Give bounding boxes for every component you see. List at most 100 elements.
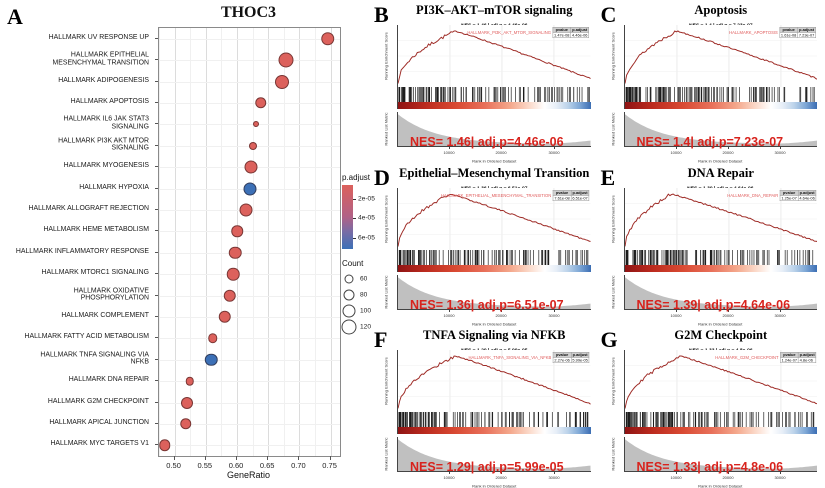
stats-header: p.adjust xyxy=(797,189,816,196)
gridline xyxy=(159,231,340,233)
gene-set-row: HALLMARK_EPITHELIAL_MESENCHYMAL_TRANSITI… xyxy=(441,189,590,201)
pathway-label: HALLMARK DNA REPAIR xyxy=(68,376,149,384)
gsea-panel-f: F TNFA Signaling via NFKB NES = 1.29 | adj… xyxy=(372,325,599,488)
panel-a-letter: A xyxy=(7,4,23,29)
legend-count-item: 60 xyxy=(342,271,376,287)
pathway-dot xyxy=(158,439,171,452)
gridline xyxy=(237,28,238,456)
enrichment-score-facet: Running Enrichment Score HALLMARK_EPITHEL… xyxy=(384,187,591,250)
stats-value: 4.8e-06 xyxy=(797,357,816,364)
x-tick xyxy=(727,147,729,149)
gene-set-row: HALLMARK_TNFA_SIGNALING_VIA_NFKB pvalue p.… xyxy=(469,352,590,364)
gene-hits-rug xyxy=(397,412,591,428)
x-tick-label: 10000 xyxy=(670,475,682,481)
gsea-x-ticks: 10000 20000 30000 xyxy=(624,309,818,318)
pathway-label: HALLMARK PI3K AKT MTOR SIGNALING xyxy=(58,136,149,152)
gene-set-row: HALLMARK_PI3K_AKT_MTOR_SIGNALING pvalue p.… xyxy=(468,27,590,38)
gsea-x-axis-label: Rank in Ordered Dataset xyxy=(624,478,818,488)
gene-hits-ticks xyxy=(398,249,589,265)
pathway-dot xyxy=(278,52,294,68)
y-tick xyxy=(155,123,158,125)
y-tick xyxy=(155,422,158,424)
y-axis-label-bottom: Ranked List Metric xyxy=(383,275,389,309)
gridline xyxy=(159,359,340,361)
gene-hits-rug xyxy=(623,412,818,428)
x-tick-label: 20000 xyxy=(722,312,734,318)
pathway-dot xyxy=(223,289,236,302)
legend-padjust-gradient: 2e-05 4e-05 6e-05 xyxy=(342,185,376,249)
gene-hits-ticks xyxy=(625,249,813,265)
x-tick xyxy=(501,309,503,312)
legend-tick xyxy=(353,237,356,239)
gsea-title: PI3K–AKT–mTOR signaling xyxy=(416,3,573,17)
stats-header: p.adjust xyxy=(797,27,816,33)
gsea-subtitle-text: NES = 1.33 | adj.p = 4.8e-06 xyxy=(688,347,753,353)
x-tick xyxy=(727,309,729,312)
gene-set-label: HALLMARK_PI3K_AKT_MTOR_SIGNALING xyxy=(467,30,552,35)
rank-color-bar xyxy=(623,264,817,272)
gsea-title: Epithelial–Mesenchymal Transition xyxy=(399,165,590,180)
gsea-subtitle: NES = 1.39 | adj.p = 4.64e-06 xyxy=(621,180,822,191)
x-tick xyxy=(267,456,269,460)
legend-count-value: 120 xyxy=(360,323,372,331)
y-axis-label-top: Running Enrichment Score xyxy=(610,194,615,243)
padjust-colorbar xyxy=(342,185,353,249)
nes-caption: NES= 1.29| adj.p=5.99e-05 xyxy=(410,460,564,475)
y-tick xyxy=(155,337,158,339)
stats-value: 7.61e-08 xyxy=(552,194,572,201)
legend-padjust-title: p.adjust xyxy=(342,173,371,182)
gsea-subtitle-text: NES = 1.39 | adj.p = 4.64e-06 xyxy=(687,184,754,191)
legend-count-value: 100 xyxy=(360,307,372,315)
pathway-dot xyxy=(239,203,253,217)
legend-count-circle xyxy=(343,289,355,301)
x-tick xyxy=(449,472,451,475)
pathway-dot xyxy=(254,97,267,109)
gene-hits-ticks xyxy=(625,412,814,428)
y-axis-label-top: Running Enrichment Score xyxy=(610,32,615,80)
y-tick xyxy=(155,230,158,232)
gene-set-label: HALLMARK_G2M_CHECKPOINT xyxy=(715,355,779,361)
x-tick xyxy=(501,147,503,149)
legend-count-circle xyxy=(344,274,354,284)
panel-a-title: THOC3 xyxy=(220,4,277,21)
legend-count-items: 60 80 100 120 xyxy=(341,271,376,335)
y-tick xyxy=(155,37,158,39)
x-tick xyxy=(553,472,555,475)
ranked-metric-facet: Ranked List Metric NES= 1.33| adj.p=4.8e-… xyxy=(610,437,817,474)
gsea-plot-area: Running Enrichment Score HALLMARK_APOPTOS… xyxy=(610,25,817,149)
y-tick xyxy=(155,380,158,382)
x-tick xyxy=(173,456,175,460)
legend-padjust-value: 4e-05 xyxy=(358,214,375,222)
x-tick-label: 20000 xyxy=(722,150,734,155)
pathway-dot xyxy=(248,141,257,150)
pathway-dot xyxy=(228,246,242,259)
gene-hits-rug xyxy=(623,249,818,265)
gridline xyxy=(299,28,301,456)
pathway-dot xyxy=(231,225,243,238)
x-tick xyxy=(553,147,555,149)
x-tick-label: 30000 xyxy=(774,150,786,155)
x-tick-label: 0.50 xyxy=(166,461,181,470)
x-tick xyxy=(780,147,782,149)
ranked-metric-area xyxy=(624,439,817,472)
gene-hits-rug xyxy=(397,87,591,102)
enrichment-score-facet: Running Enrichment Score HALLMARK_APOPTOS… xyxy=(610,25,817,87)
y-axis-label-bottom: Ranked List Metric xyxy=(610,275,615,309)
gridline xyxy=(221,28,223,456)
gsea-panel-b: B PI3K–AKT–mTOR signaling NES = 1.46 | adj… xyxy=(372,0,599,164)
gsea-x-axis-label-text: Rank in Ordered Dataset xyxy=(698,484,743,488)
gridline xyxy=(159,316,340,318)
y-axis-label-top: Running Enrichment Score xyxy=(383,194,389,243)
rank-color-bar xyxy=(397,427,591,435)
enrichment-score-facet: Running Enrichment Score HALLMARK_G2M_CHE… xyxy=(610,350,817,413)
gridline xyxy=(159,252,340,254)
stats-value: 4.46e-06 xyxy=(570,32,590,38)
stats-value: 7.23e-07 xyxy=(797,32,816,38)
y-tick xyxy=(155,101,158,103)
gsea-x-ticks: 10000 20000 30000 xyxy=(397,147,591,155)
ranked-metric-area xyxy=(624,114,817,146)
gene-set-label: HALLMARK_EPITHELIAL_MESENCHYMAL_TRANSITI… xyxy=(441,192,552,198)
x-tick-label: 20000 xyxy=(495,150,508,155)
ranked-metric-facet: Ranked List Metric NES= 1.29| adj.p=5.99e… xyxy=(384,437,591,475)
x-tick-label: 0.65 xyxy=(259,461,275,470)
